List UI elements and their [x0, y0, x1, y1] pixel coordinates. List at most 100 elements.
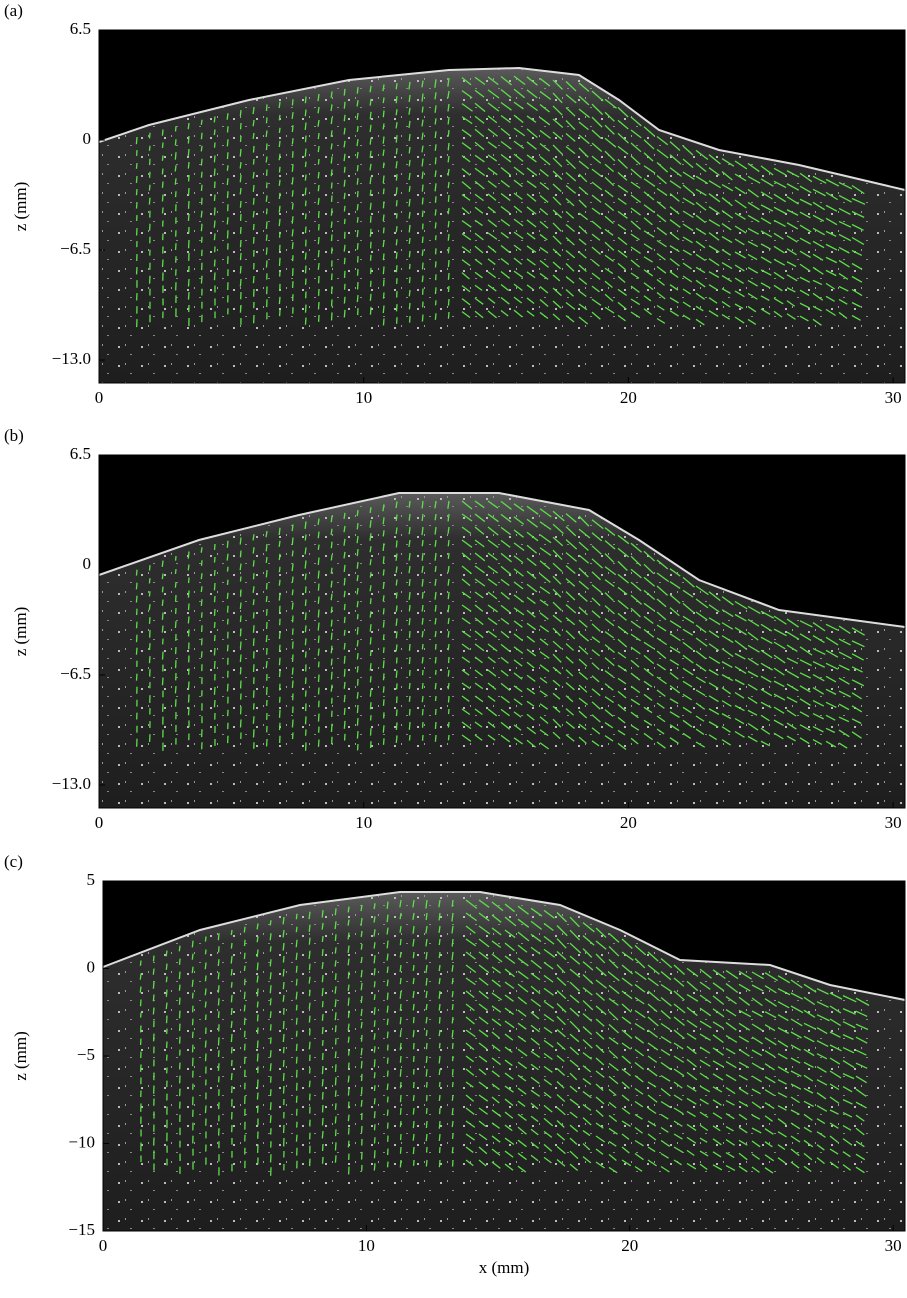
x-tick-label: 0	[99, 1236, 108, 1255]
velocity-vector	[448, 156, 449, 162]
y-axis-label: z (mm)	[11, 182, 30, 232]
velocity-vector	[361, 1087, 362, 1095]
velocity-vector	[435, 157, 436, 164]
velocity-vector	[435, 183, 436, 191]
velocity-vector	[370, 676, 371, 682]
velocity-vector	[331, 542, 332, 548]
velocity-vector	[448, 234, 449, 241]
velocity-vector	[322, 936, 323, 942]
velocity-vector	[396, 514, 397, 520]
velocity-vector	[409, 631, 410, 638]
velocity-vector	[422, 172, 423, 179]
velocity-vector	[357, 217, 358, 223]
velocity-vector	[409, 277, 410, 283]
velocity-vector	[305, 110, 306, 117]
velocity-vector	[387, 1006, 388, 1013]
velocity-vector	[370, 689, 371, 697]
velocity-vector	[331, 581, 332, 588]
velocity-vector	[305, 318, 306, 325]
velocity-vector	[322, 1066, 323, 1074]
velocity-vector	[270, 946, 271, 951]
velocity-vector	[452, 1069, 453, 1076]
velocity-vector	[136, 648, 137, 655]
velocity-vector	[322, 1027, 323, 1034]
velocity-vector	[413, 1147, 414, 1154]
velocity-vector	[370, 663, 371, 670]
velocity-vector	[283, 930, 284, 937]
velocity-vector	[409, 657, 410, 664]
velocity-vector	[422, 276, 423, 282]
velocity-vector	[370, 138, 371, 145]
velocity-vector	[179, 998, 180, 1005]
velocity-vector	[240, 188, 241, 194]
velocity-vector	[205, 1106, 206, 1114]
velocity-vector	[253, 612, 254, 618]
velocity-vector	[370, 125, 371, 132]
velocity-vector	[409, 173, 410, 180]
velocity-vector	[370, 507, 371, 513]
velocity-vector	[435, 631, 436, 637]
velocity-vector	[383, 293, 384, 299]
velocity-vector	[396, 605, 397, 611]
velocity-vector	[175, 139, 176, 145]
velocity-vector	[422, 592, 423, 599]
velocity-vector	[439, 1121, 440, 1129]
velocity-vector	[335, 1025, 336, 1032]
velocity-vector	[153, 982, 154, 989]
velocity-vector	[383, 137, 384, 144]
velocity-vector	[318, 185, 319, 191]
velocity-vector	[422, 709, 423, 715]
velocity-vector	[318, 584, 319, 591]
velocity-vector	[396, 540, 397, 547]
velocity-vector	[344, 89, 345, 96]
velocity-vector	[344, 669, 345, 677]
velocity-vector	[387, 1058, 388, 1064]
velocity-vector	[435, 514, 436, 520]
velocity-vector	[370, 294, 371, 301]
velocity-vector	[322, 988, 323, 996]
velocity-vector	[400, 1043, 401, 1050]
x-tick-label: 20	[620, 813, 637, 832]
velocity-vector	[396, 200, 397, 206]
velocity-vector	[270, 972, 271, 979]
velocity-vector	[296, 1018, 297, 1025]
velocity-vector	[162, 613, 163, 620]
velocity-vector	[318, 571, 319, 579]
velocity-vector	[279, 206, 280, 213]
velocity-vector	[331, 91, 332, 97]
velocity-vector	[257, 1054, 258, 1062]
velocity-vector	[140, 961, 141, 966]
velocity-vector	[136, 202, 137, 209]
velocity-vector	[357, 718, 358, 726]
velocity-vector	[344, 180, 345, 187]
velocity-vector	[331, 529, 332, 535]
velocity-vector	[344, 128, 345, 135]
velocity-vector	[448, 592, 449, 599]
velocity-vector	[409, 186, 410, 192]
velocity-vector	[413, 952, 414, 958]
velocity-vector	[140, 974, 141, 980]
velocity-vector	[205, 963, 206, 970]
y-axis-label: z (mm)	[11, 607, 30, 657]
velocity-vector	[244, 1005, 245, 1012]
velocity-vector	[448, 247, 449, 253]
velocity-vector	[240, 668, 241, 675]
velocity-vector	[439, 1069, 440, 1075]
velocity-vector	[409, 251, 410, 257]
velocity-vector	[279, 541, 280, 547]
velocity-vector	[253, 276, 254, 283]
velocity-vector	[296, 1096, 297, 1103]
velocity-vector	[227, 139, 228, 146]
velocity-vector	[361, 1022, 362, 1028]
velocity-vector	[214, 117, 215, 123]
velocity-vector	[149, 146, 150, 151]
velocity-vector	[396, 239, 397, 245]
velocity-vector	[305, 214, 306, 220]
velocity-vector	[305, 573, 306, 579]
velocity-vector	[201, 586, 202, 592]
velocity-vector	[344, 526, 345, 532]
velocity-vector	[435, 657, 436, 663]
velocity-vector	[357, 640, 358, 646]
velocity-vector	[387, 993, 388, 1000]
